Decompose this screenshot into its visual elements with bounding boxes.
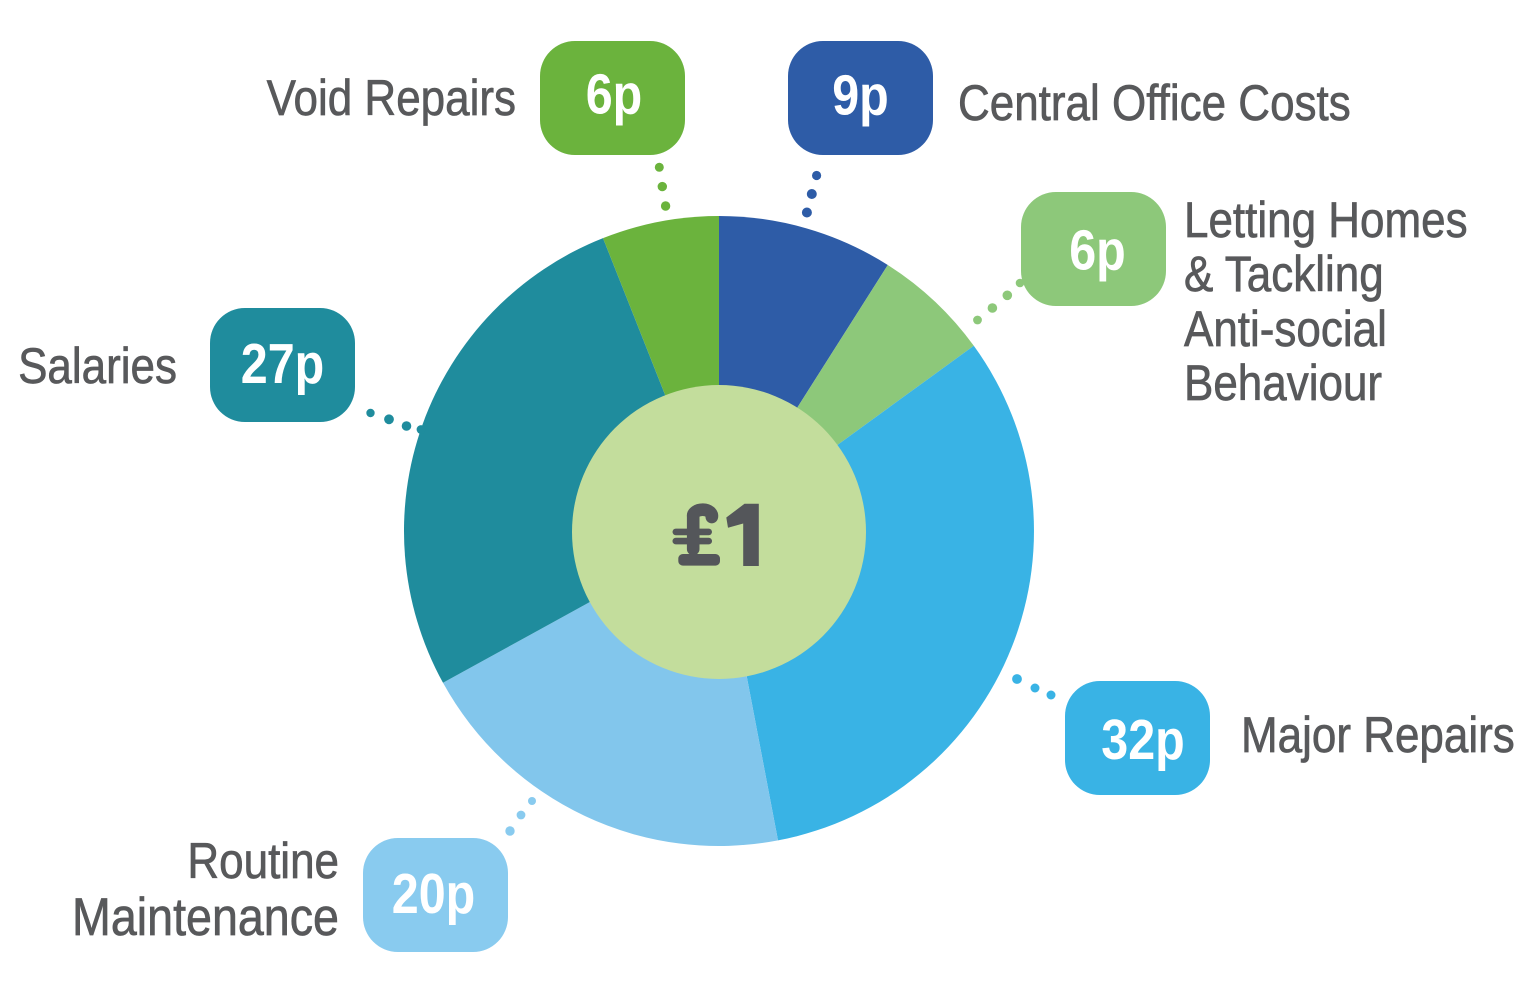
svg-text:6p: 6p [1069,219,1126,283]
svg-text:Central Office Costs: Central Office Costs [958,74,1351,130]
svg-text:Void Repairs: Void Repairs [267,69,516,125]
svg-text:Anti-social: Anti-social [1184,300,1387,356]
svg-text:32p: 32p [1101,708,1184,772]
svg-text:Major Repairs: Major Repairs [1241,706,1515,762]
svg-text:Letting Homes: Letting Homes [1184,191,1468,247]
svg-text:Behaviour: Behaviour [1184,354,1382,410]
svg-text:9p: 9p [832,64,889,128]
svg-text:6p: 6p [586,63,643,127]
svg-text:Maintenance: Maintenance [72,887,339,946]
svg-text:27p: 27p [241,332,324,396]
svg-text:20p: 20p [392,862,475,926]
svg-text:& Tackling: & Tackling [1184,245,1384,301]
svg-text:Salaries: Salaries [18,337,177,393]
svg-text:Routine: Routine [187,832,339,888]
